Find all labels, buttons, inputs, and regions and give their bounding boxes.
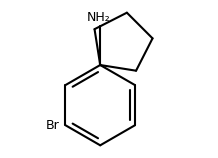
Text: NH₂: NH₂: [87, 11, 111, 24]
Text: Br: Br: [46, 119, 59, 132]
